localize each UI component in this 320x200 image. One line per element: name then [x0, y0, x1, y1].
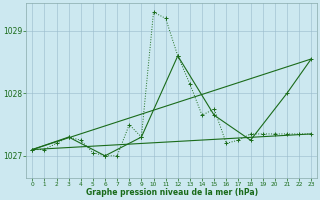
X-axis label: Graphe pression niveau de la mer (hPa): Graphe pression niveau de la mer (hPa) — [86, 188, 258, 197]
